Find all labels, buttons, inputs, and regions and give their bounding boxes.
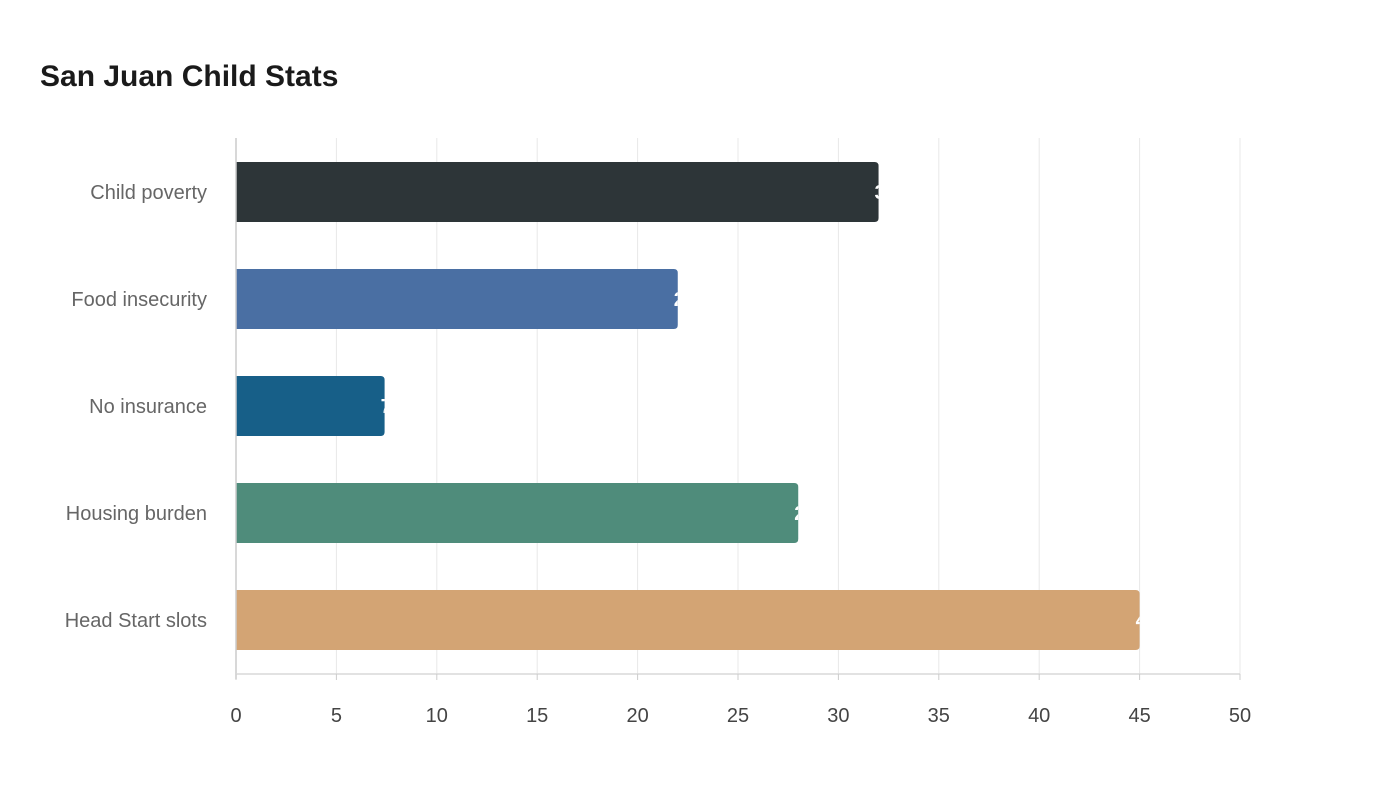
x-tick-label: 20 bbox=[626, 705, 648, 727]
x-tick-label: 45 bbox=[1128, 705, 1150, 727]
axes: Child poverty Food insecurity No insurance… bbox=[65, 138, 1251, 727]
data-label: 32 bbox=[875, 182, 897, 204]
bar bbox=[236, 483, 799, 543]
category-label: Food insecurity bbox=[71, 289, 207, 311]
bars: 32 22 7.4 28 45 bbox=[236, 162, 1158, 650]
data-label: 22 bbox=[674, 289, 696, 311]
x-tick-label: 10 bbox=[426, 705, 448, 727]
grid-lines bbox=[335, 138, 1241, 674]
category-label: Housing burden bbox=[66, 503, 207, 525]
bar bbox=[236, 269, 678, 329]
x-tick-label: 0 bbox=[230, 705, 241, 727]
x-tick-label: 5 bbox=[331, 705, 342, 727]
x-tick-label: 40 bbox=[1028, 705, 1050, 727]
x-tick-label: 50 bbox=[1229, 705, 1251, 727]
data-label: 28 bbox=[794, 503, 816, 525]
chart-title: San Juan Child Stats bbox=[40, 60, 339, 93]
x-tick-label: 30 bbox=[827, 705, 849, 727]
x-tick-label: 25 bbox=[727, 705, 749, 727]
data-label: 7.4 bbox=[381, 396, 410, 418]
x-tick-label: 35 bbox=[928, 705, 950, 727]
bar bbox=[236, 376, 385, 436]
bar bbox=[236, 162, 879, 222]
x-tick-label: 15 bbox=[526, 705, 548, 727]
category-label: Head Start slots bbox=[65, 610, 207, 632]
data-label: 45 bbox=[1136, 610, 1158, 632]
category-label: Child poverty bbox=[90, 182, 207, 204]
bar bbox=[236, 590, 1140, 650]
category-label: No insurance bbox=[89, 396, 207, 418]
